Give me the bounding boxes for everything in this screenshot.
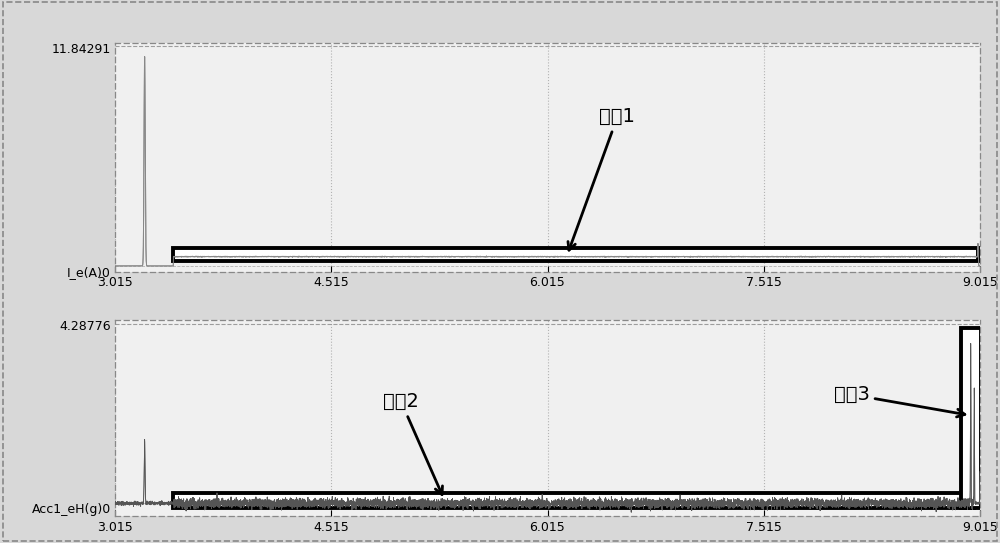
- Bar: [173, 493, 974, 508]
- Bar: [961, 327, 981, 508]
- Text: 范围3: 范围3: [834, 385, 965, 417]
- Text: I_e(A)0: I_e(A)0: [67, 266, 111, 279]
- Text: 范围1: 范围1: [568, 108, 635, 250]
- Bar: [173, 248, 978, 261]
- Text: 4.28776: 4.28776: [59, 320, 111, 333]
- Text: Acc1_eH(g)0: Acc1_eH(g)0: [31, 503, 111, 516]
- Text: 范围2: 范围2: [383, 392, 442, 495]
- Text: 11.84291: 11.84291: [51, 43, 111, 56]
